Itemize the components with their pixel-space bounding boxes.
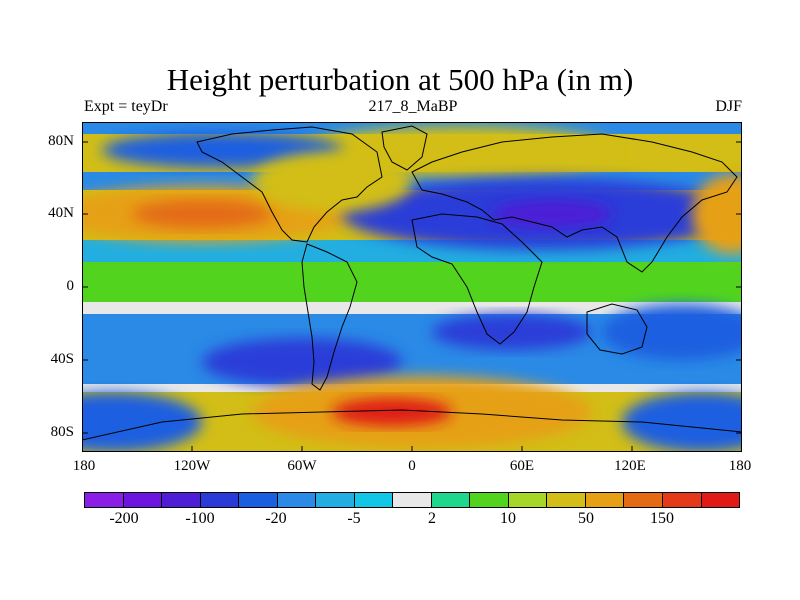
coastline-north-america (196, 126, 383, 243)
colorbar-swatch (200, 493, 240, 507)
experiment-label: Expt = teyDr (84, 98, 168, 115)
colorbar-label: 2 (428, 510, 436, 527)
colorbar-swatch (316, 493, 355, 507)
blob-eurasia-core (492, 200, 612, 228)
blob-south-pacific (82, 392, 202, 452)
colorbar-label: -20 (265, 510, 287, 527)
field-anomalies (82, 126, 742, 452)
blob-pacific-core (132, 200, 272, 228)
period-label: 217_8_MaBP (368, 98, 458, 115)
coastline-antarctica (82, 409, 742, 441)
y-tick-label: 40N (48, 205, 74, 221)
y-tick-label: 40S (50, 351, 74, 367)
x-tick-label: 180 (728, 458, 752, 474)
colorbar-label: 150 (650, 510, 674, 527)
coastline-outline (82, 125, 742, 441)
colorbar-label: 10 (500, 510, 516, 527)
colorbar-label: -5 (347, 510, 361, 527)
x-tick-label: 120E (614, 458, 646, 474)
colorbar-swatch (85, 493, 124, 507)
colorbar-swatch (431, 493, 471, 507)
blob-antarctic-core (332, 398, 452, 426)
blob-indian-low (432, 314, 592, 350)
colorbar-swatch (547, 493, 586, 507)
blob-southeast-low (622, 392, 742, 452)
x-tick-label: 60E (509, 458, 535, 474)
height-perturbation-map (82, 122, 742, 452)
coastline-africa (411, 213, 543, 345)
coastline-south-america (301, 243, 358, 391)
coastline-greenland (381, 125, 428, 171)
y-tick-label: 80S (50, 424, 74, 440)
colorbar-swatch (123, 493, 163, 507)
colorbar-swatch (354, 493, 394, 507)
colorbar-label: -200 (109, 510, 139, 527)
colorbar (84, 492, 740, 508)
x-tick-label: 0 (408, 458, 416, 474)
map-panel (82, 122, 742, 452)
colorbar-label: -100 (185, 510, 215, 527)
colorbar-swatch (662, 493, 702, 507)
colorbar-swatch (162, 493, 201, 507)
blob-east-high (692, 174, 742, 254)
colorbar-swatch (393, 493, 432, 507)
x-tick-label: 60W (287, 458, 317, 474)
colorbar-swatch (277, 493, 317, 507)
colorbar-swatch (508, 493, 548, 507)
colorbar-swatch (624, 493, 663, 507)
coastline-australia (586, 303, 648, 355)
colorbar-swatch (239, 493, 278, 507)
colorbar-swatch (701, 493, 740, 507)
map-title: Height perturbation at 500 hPa (in m) (166, 62, 634, 97)
blob-south-low (202, 338, 402, 386)
band-tropic (82, 262, 742, 302)
y-tick-label: 80N (48, 133, 74, 149)
band-south-subtropic (82, 302, 742, 314)
x-tick-label: 180 (72, 458, 96, 474)
season-label: DJF (715, 98, 742, 115)
colorbar-swatch (470, 493, 509, 507)
colorbar-label: 50 (578, 510, 594, 527)
colorbar-swatch (585, 493, 625, 507)
coastline-europe-asia (411, 133, 738, 273)
blob-east-low (602, 304, 742, 360)
blob-atlantic-high (252, 152, 412, 212)
map-ticks (82, 141, 742, 452)
x-tick-label: 120W (173, 458, 211, 474)
y-tick-label: 0 (66, 278, 75, 294)
